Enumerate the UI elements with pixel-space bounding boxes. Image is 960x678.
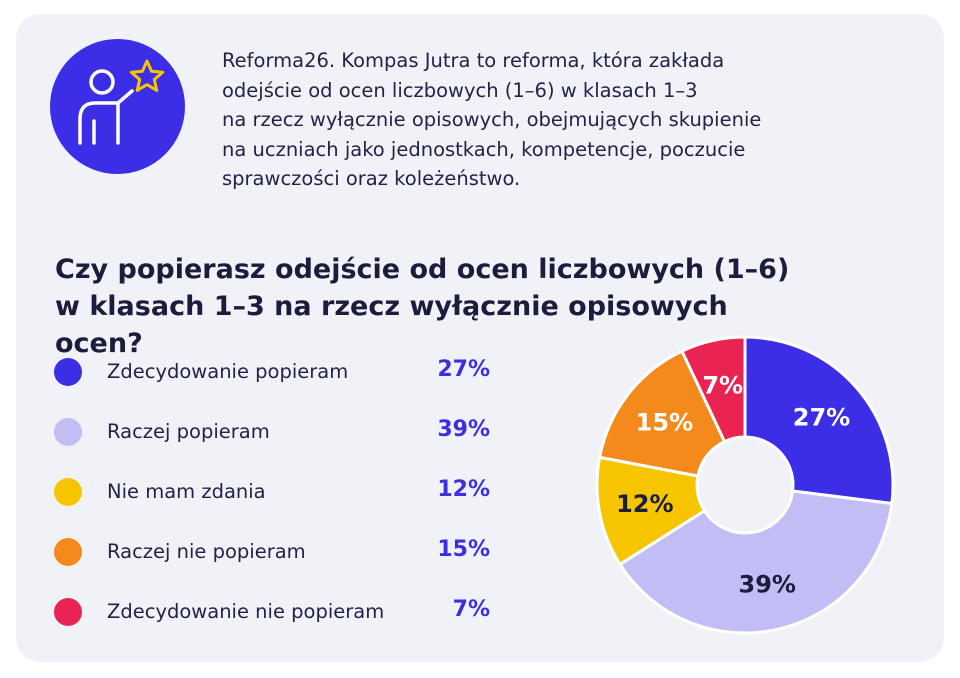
- legend-value: 39%: [437, 417, 490, 442]
- intro-line: sprawczości oraz koleżeństwo.: [222, 167, 521, 190]
- pie-slice-label: 39%: [739, 571, 796, 599]
- intro-line: odejście od ocen liczbowych (1–6) w klas…: [222, 78, 698, 102]
- legend-label: Zdecydowanie nie popieram: [107, 600, 385, 623]
- legend-swatch: [54, 478, 82, 506]
- legend-label: Raczej popieram: [107, 420, 270, 443]
- legend-label: Nie mam zdania: [107, 480, 266, 503]
- legend-value: 27%: [437, 357, 490, 382]
- legend-label: Raczej nie popieram: [107, 540, 306, 563]
- legend-value: 7%: [452, 597, 490, 622]
- donut-chart: 27% 39% 12% 15% 7%: [595, 335, 895, 635]
- chart-title-line: Czy popierasz odejście od ocen liczbowyc…: [55, 254, 790, 285]
- chart-title-line: w klasach 1–3 na rzecz wyłącznie opisowy…: [55, 291, 728, 359]
- legend-item: Nie mam zdania 12%: [50, 472, 510, 512]
- legend-item: Zdecydowanie popieram 27%: [50, 352, 510, 392]
- pie-slice-label: 12%: [616, 490, 673, 518]
- pie-slice: [617, 489, 894, 635]
- legend-swatch: [54, 538, 82, 566]
- legend-value: 15%: [437, 537, 490, 562]
- intro-line: Reforma26. Kompas Jutra to reforma, któr…: [222, 49, 725, 72]
- legend-swatch: [54, 598, 82, 626]
- teacher-star-icon: [50, 39, 185, 174]
- pie-slice: [743, 335, 895, 506]
- legend-item: Zdecydowanie nie popieram 7%: [50, 592, 510, 632]
- pie-slice: [679, 335, 747, 444]
- legend-label: Zdecydowanie popieram: [107, 360, 349, 383]
- legend-swatch: [54, 418, 82, 446]
- pie-slice: [597, 349, 727, 478]
- legend-item: Raczej nie popieram 15%: [50, 532, 510, 572]
- chart-title: Czy popierasz odejście od ocen liczbowyc…: [55, 251, 815, 362]
- legend-item: Raczej popieram 39%: [50, 412, 510, 452]
- legend-value: 12%: [437, 477, 490, 502]
- intro-line: na uczniach jako jednostkach, kompetencj…: [222, 137, 746, 161]
- intro-text: Reforma26. Kompas Jutra to reforma, któr…: [222, 46, 802, 194]
- intro-line: na rzecz wyłącznie opisowych, obejmujący…: [222, 108, 762, 131]
- pie-slice-label: 7%: [702, 371, 743, 399]
- legend-swatch: [54, 358, 82, 386]
- pie-slice: [595, 455, 707, 567]
- pie-slice-label: 27%: [793, 404, 850, 432]
- pie-slice-label: 15%: [636, 408, 693, 436]
